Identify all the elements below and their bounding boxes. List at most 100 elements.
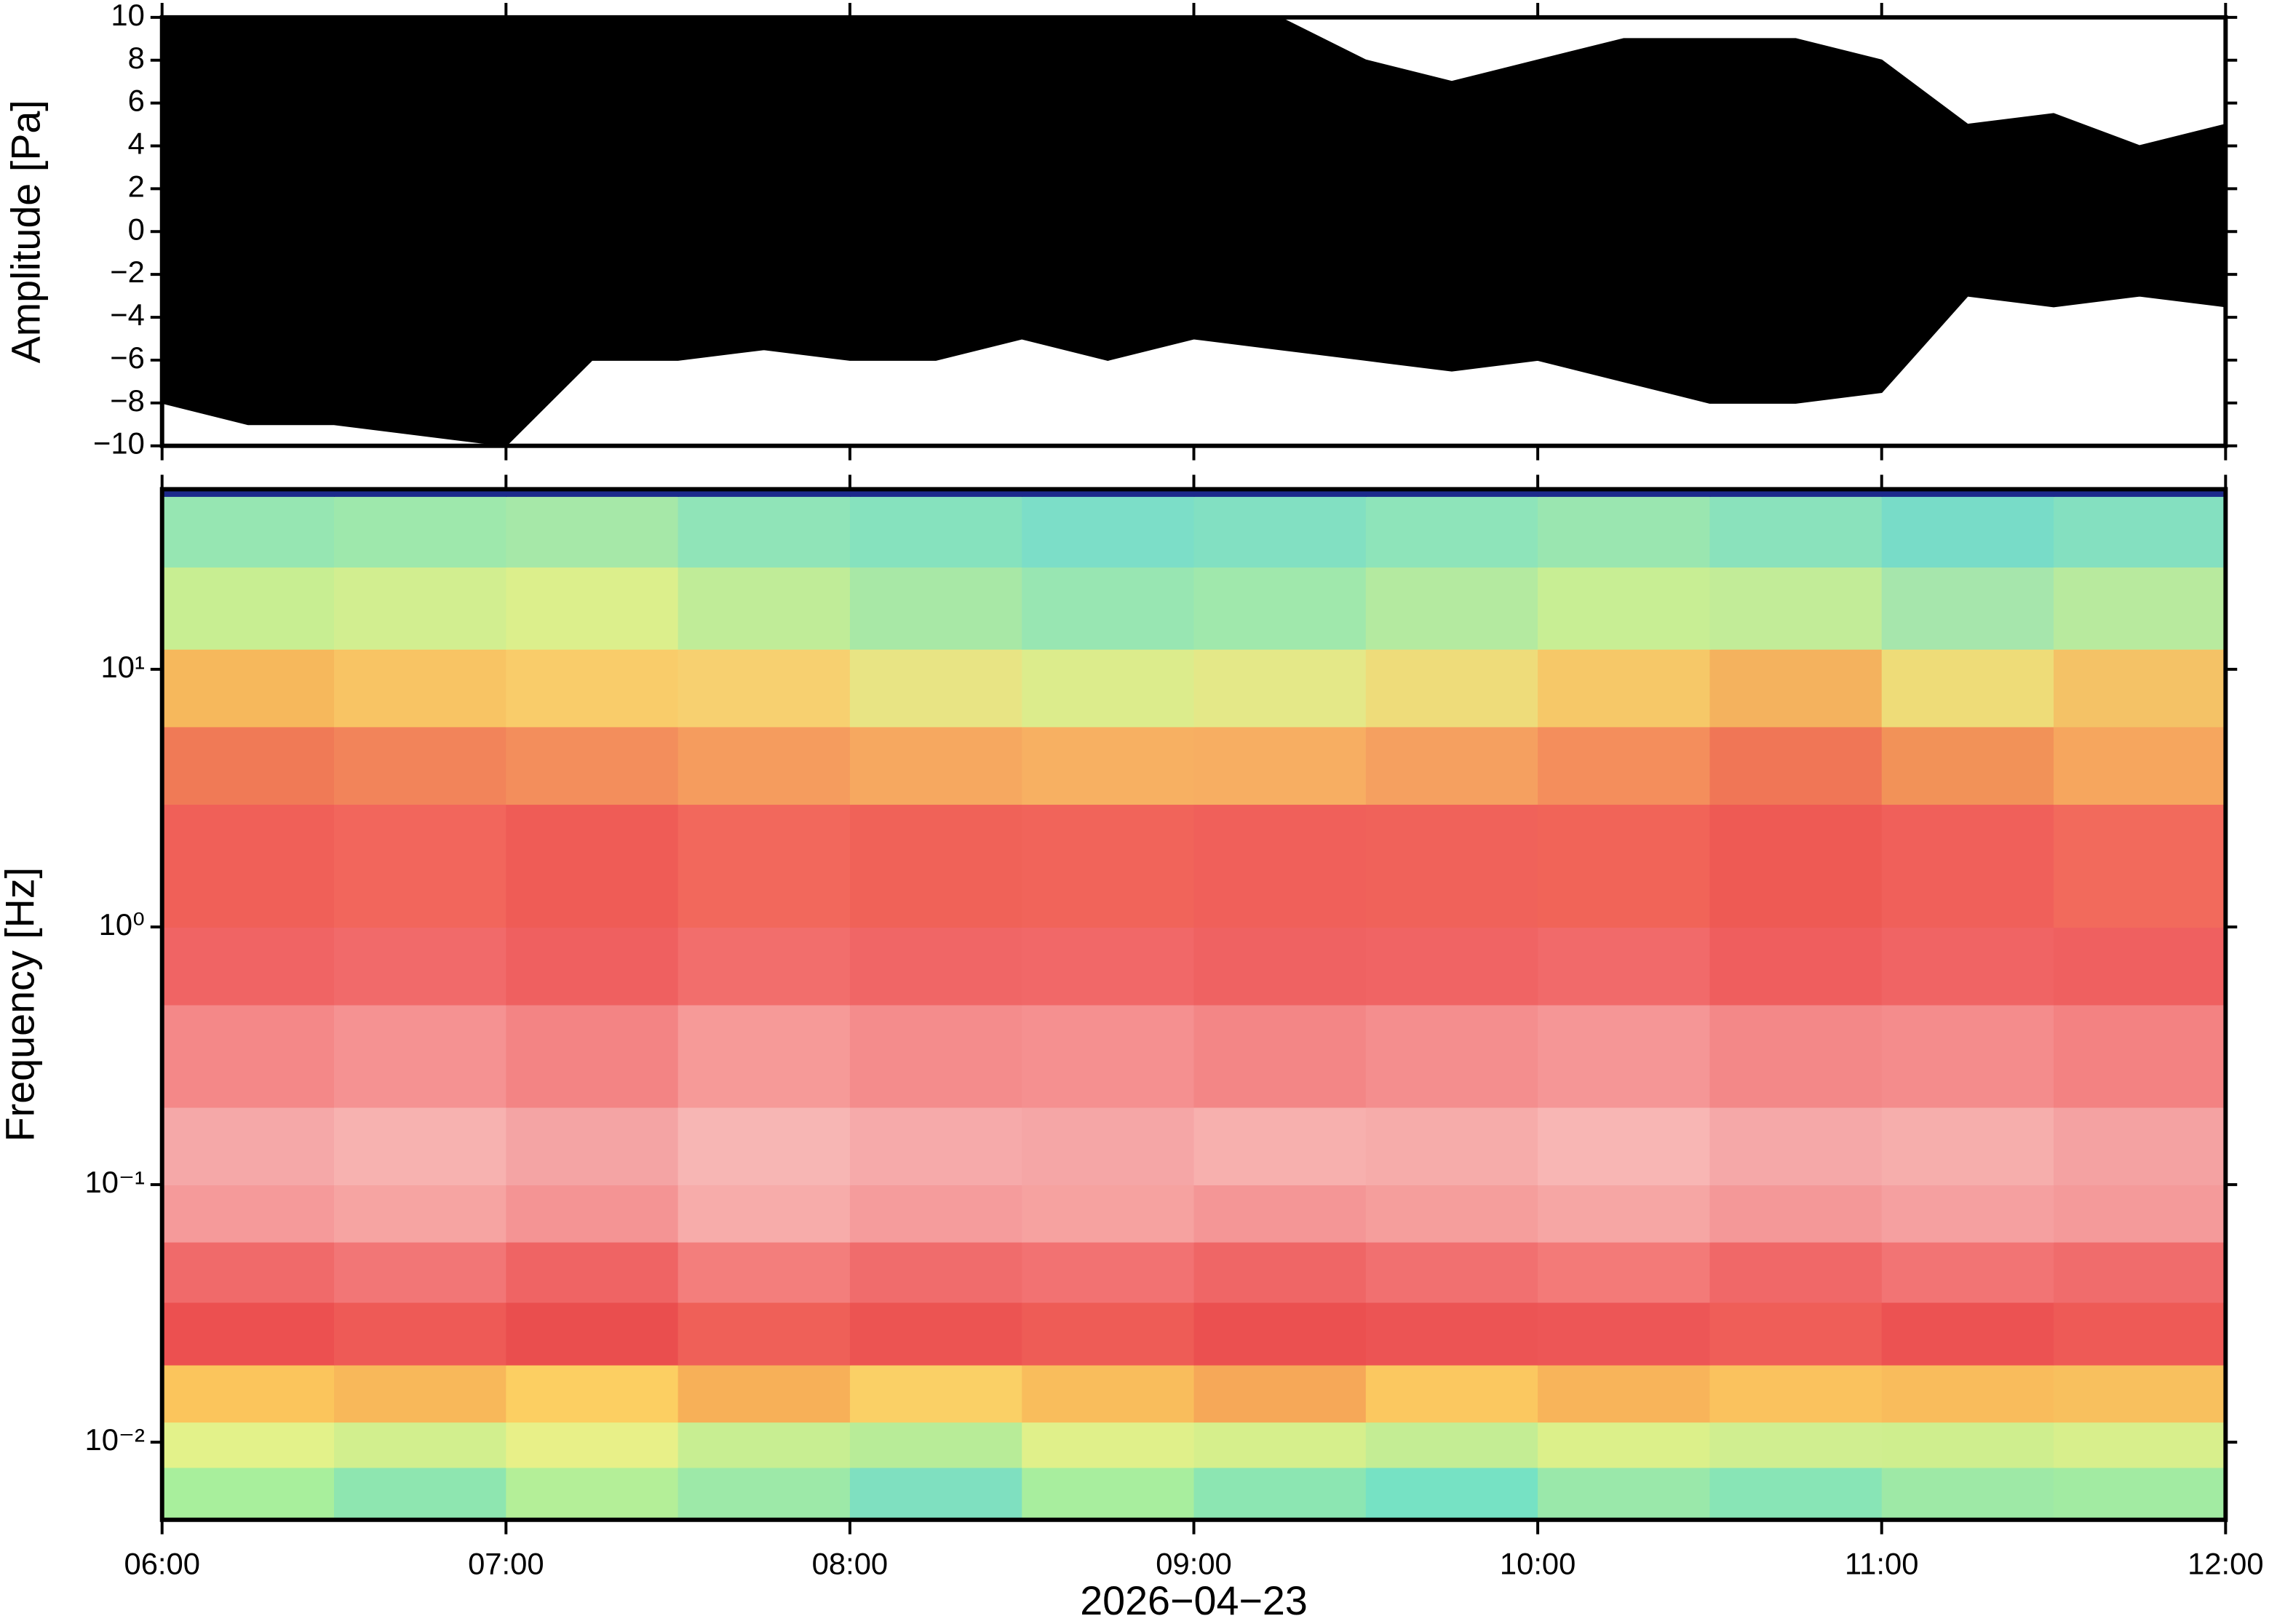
spectrogram-cell	[849, 489, 1023, 497]
spectrogram-cell	[162, 1004, 335, 1108]
spectrogram-cell	[1022, 1107, 1195, 1186]
spectrogram-cell	[1193, 489, 1367, 497]
spectrogram-cell	[1881, 804, 2055, 928]
spectrogram-cell	[849, 1467, 1023, 1520]
spectrogram-cell	[162, 648, 335, 728]
spectrogram-cell	[1365, 1185, 1539, 1243]
x-axis-label: 2026−04−23	[1080, 1578, 1308, 1623]
spectrogram-cell	[2054, 489, 2226, 497]
spectrogram-cell	[1881, 566, 2055, 650]
spectrogram-cell	[1193, 926, 1367, 1006]
waveform-envelope	[162, 17, 2226, 233]
spectrogram-cell	[506, 726, 679, 805]
spectrogram-cell	[506, 926, 679, 1006]
y-tick-label: 8	[128, 41, 145, 75]
spectrogram-cell	[1193, 1185, 1367, 1243]
spectrogram-cell	[2054, 1422, 2226, 1468]
y-tick-label: −2	[110, 255, 145, 289]
spectrogram-cell	[506, 1467, 679, 1520]
spectrogram-cell	[677, 1422, 851, 1468]
spectrogram-cell	[1365, 1467, 1539, 1520]
spectrogram-cell	[1365, 1241, 1539, 1303]
spectrogram-cell	[677, 1467, 851, 1520]
spectrogram-cell	[506, 566, 679, 650]
spectrogram-cell	[506, 1004, 679, 1108]
x-tick-label: 12:00	[2187, 1546, 2263, 1580]
spectrogram-cell	[162, 926, 335, 1006]
y-tick-label: 10¹	[101, 650, 145, 684]
spectrogram-cell	[1538, 1004, 1711, 1108]
spectrogram-cell	[677, 1004, 851, 1108]
spectrogram-cell	[162, 1302, 335, 1366]
spectrogram-cell	[1365, 1107, 1539, 1186]
spectrogram-cell	[677, 1185, 851, 1243]
spectrogram-cell	[1193, 1364, 1367, 1423]
spectrogram-cell	[2054, 566, 2226, 650]
spectrogram-cell	[1193, 1467, 1367, 1520]
spectrogram-cell	[1538, 489, 1711, 497]
x-tick-label: 08:00	[812, 1546, 888, 1580]
spectrogram-cell	[849, 566, 1023, 650]
spectrogram-cell	[1709, 1364, 1883, 1423]
y-tick-label: 10⁻¹	[84, 1165, 144, 1199]
spectrogram-cell	[2054, 648, 2226, 728]
spectrogram-cell	[506, 1241, 679, 1303]
spectrogram-cell	[1881, 1004, 2055, 1108]
y-axis-label: Amplitude [Pa]	[3, 100, 48, 363]
spectrogram-cell	[1022, 489, 1195, 497]
spectrogram-cell	[334, 648, 507, 728]
spectrogram-cell	[1365, 495, 1539, 568]
spectrogram-cell	[1709, 648, 1883, 728]
spectrogram-cell	[1193, 726, 1367, 805]
spectrogram-cell	[334, 1241, 507, 1303]
spectrogram-cell	[1538, 495, 1711, 568]
spectrogram-cell	[1709, 726, 1883, 805]
spectrogram-cell	[1193, 495, 1367, 568]
spectrogram-cell	[1022, 926, 1195, 1006]
spectrogram-cell	[334, 495, 507, 568]
spectrogram-cell	[1022, 1004, 1195, 1108]
spectrogram-cell	[1881, 1302, 2055, 1366]
waveform-envelope	[162, 231, 2226, 446]
spectrogram-cell	[334, 566, 507, 650]
spectrogram-cell	[1538, 1302, 1711, 1366]
spectrogram-cell	[1022, 804, 1195, 928]
spectrogram-cell	[162, 1107, 335, 1186]
spectrogram-cell	[506, 1422, 679, 1468]
spectrogram-cell	[2054, 1364, 2226, 1423]
spectrogram-cell	[1538, 926, 1711, 1006]
spectrogram-cell	[1709, 495, 1883, 568]
spectrogram-cell	[677, 1364, 851, 1423]
spectrogram-cell	[677, 489, 851, 497]
y-tick-label: 10⁰	[99, 907, 145, 942]
plot-area	[162, 17, 2226, 446]
spectrogram-cell	[506, 1302, 679, 1366]
spectrogram-cell	[334, 1364, 507, 1423]
spectrogram-cell	[1365, 926, 1539, 1006]
spectrogram-cell	[334, 1302, 507, 1366]
spectrogram-cell	[334, 1185, 507, 1243]
spectrogram-cell	[162, 566, 335, 650]
spectrogram-cell	[2054, 1302, 2226, 1366]
spectrogram-cell	[677, 1241, 851, 1303]
spectrogram-cell	[1538, 804, 1711, 928]
spectrogram-cell	[1709, 1422, 1883, 1468]
spectrogram-cell	[1538, 1107, 1711, 1186]
spectrogram-cell	[162, 1422, 335, 1468]
spectrogram-cell	[1365, 566, 1539, 650]
spectrogram-cell	[1022, 1422, 1195, 1468]
spectrogram-cell	[506, 489, 679, 497]
spectrogram-cell	[1538, 1364, 1711, 1423]
spectrogram-cell	[849, 1241, 1023, 1303]
spectrogram-cell	[1881, 726, 2055, 805]
spectrogram-cell	[2054, 495, 2226, 568]
spectrogram-cell	[1365, 1364, 1539, 1423]
spectrogram-cell	[1538, 1185, 1711, 1243]
spectrogram-cell	[1709, 1107, 1883, 1186]
y-tick-label: 10	[111, 0, 144, 32]
spectrogram-cell	[1022, 566, 1195, 650]
spectrogram-cell	[334, 804, 507, 928]
spectrogram-cell	[1365, 726, 1539, 805]
spectrogram-cell	[1881, 648, 2055, 728]
spectrogram-cell	[2054, 1107, 2226, 1186]
